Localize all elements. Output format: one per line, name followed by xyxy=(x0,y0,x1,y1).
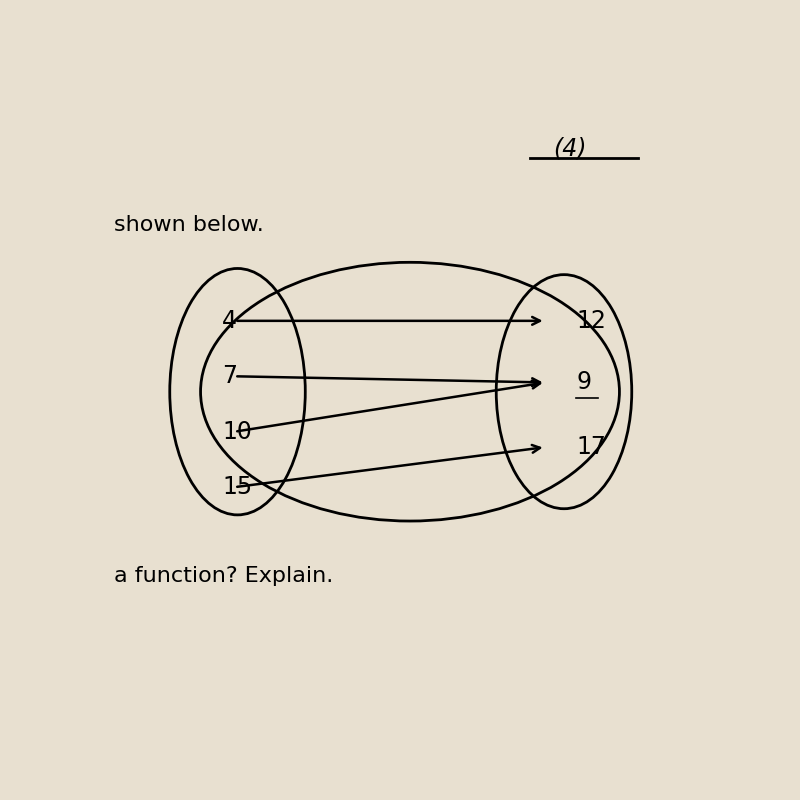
Text: 15: 15 xyxy=(222,475,252,499)
Text: a function? Explain.: a function? Explain. xyxy=(114,566,334,586)
Text: (4): (4) xyxy=(554,136,587,160)
Text: 17: 17 xyxy=(576,435,606,459)
Text: 9: 9 xyxy=(576,370,591,394)
Text: 10: 10 xyxy=(222,420,252,444)
Text: 4: 4 xyxy=(222,309,237,333)
Text: 7: 7 xyxy=(222,364,237,388)
Text: 12: 12 xyxy=(576,309,606,333)
Text: shown below.: shown below. xyxy=(114,215,264,235)
